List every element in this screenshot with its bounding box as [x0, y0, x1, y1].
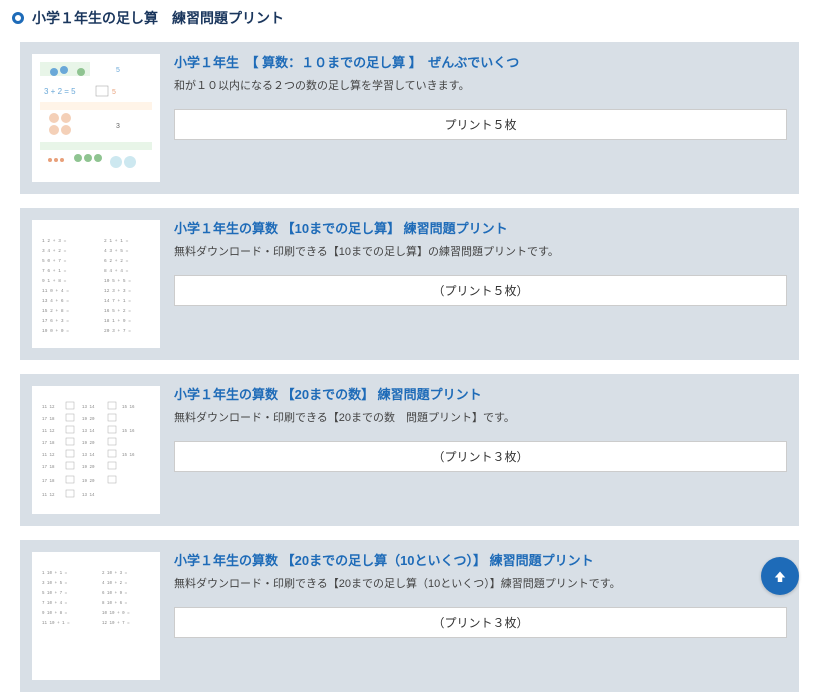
worksheet-thumbnail[interactable]: 1 2 + 3 = 2 1 + 1 = 3 4 + 2 = 4 3 + 5 = 5 … [32, 220, 160, 348]
print-button[interactable]: （プリント３枚） [174, 607, 787, 638]
svg-text:3 4 + 2 =: 3 4 + 2 = [42, 248, 67, 254]
svg-text:17 18: 17 18 [42, 480, 55, 484]
svg-text:11 0 + 4 =: 11 0 + 4 = [42, 288, 69, 294]
section-header: 小学１年生の足し算 練習問題プリント [0, 0, 819, 36]
svg-text:17 18: 17 18 [42, 442, 55, 446]
svg-text:7 6 + 1 =: 7 6 + 1 = [42, 268, 67, 274]
card-title[interactable]: 小学１年生の算数 【10までの足し算】 練習問題プリント [174, 220, 787, 238]
arrow-up-icon [771, 567, 789, 585]
card-body: 小学１年生の算数 【10までの足し算】 練習問題プリント 無料ダウンロード・印刷… [174, 220, 787, 348]
svg-text:13 14: 13 14 [82, 430, 95, 434]
svg-text:3: 3 [116, 123, 120, 130]
svg-text:15 16: 15 16 [122, 454, 135, 458]
svg-text:3 + 2 = 5: 3 + 2 = 5 [44, 87, 76, 96]
svg-text:13 4 + 6 =: 13 4 + 6 = [42, 298, 69, 304]
section-title: 小学１年生の足し算 練習問題プリント [32, 8, 284, 28]
svg-text:13 14: 13 14 [82, 454, 95, 458]
svg-text:11 12: 11 12 [42, 494, 55, 498]
card-description: 和が１０以内になる２つの数の足し算を学習していきます。 [174, 78, 787, 95]
card-description: 無料ダウンロード・印刷できる【20までの数 問題プリント】です。 [174, 410, 787, 427]
svg-text:5: 5 [116, 67, 120, 74]
svg-text:1 2 + 3 =: 1 2 + 3 = [42, 238, 67, 244]
svg-text:6 2 + 2 =: 6 2 + 2 = [104, 258, 129, 264]
card-body: 小学１年生 【 算数：１０までの足し算 】 ぜんぶでいくつ 和が１０以内になる２… [174, 54, 787, 182]
svg-text:13 14: 13 14 [82, 494, 95, 498]
worksheet-card: 1 2 + 3 = 2 1 + 1 = 3 4 + 2 = 4 3 + 5 = 5 … [20, 208, 799, 360]
worksheet-thumbnail[interactable]: 5 3 + 2 = 5 5 3 [32, 54, 160, 182]
svg-text:6 10 + 9 =: 6 10 + 9 = [102, 592, 128, 596]
svg-text:1 10 + 1 =: 1 10 + 1 = [42, 572, 68, 576]
card-title[interactable]: 小学１年生の算数 【20までの数】 練習問題プリント [174, 386, 787, 404]
print-button[interactable]: （プリント５枚） [174, 275, 787, 306]
svg-text:20 3 + 7 =: 20 3 + 7 = [104, 328, 131, 334]
svg-text:17 18: 17 18 [42, 418, 55, 422]
svg-text:8 10 + 6 =: 8 10 + 6 = [102, 602, 128, 606]
svg-text:2 1 + 1 =: 2 1 + 1 = [104, 238, 129, 244]
svg-text:9 1 + 8 =: 9 1 + 8 = [42, 278, 67, 284]
svg-text:10 10 + 0 =: 10 10 + 0 = [102, 612, 130, 616]
svg-text:9 10 + 8 =: 9 10 + 8 = [42, 612, 68, 616]
svg-text:19 20: 19 20 [82, 442, 95, 446]
svg-text:3 10 + 5 =: 3 10 + 5 = [42, 582, 68, 586]
svg-text:5: 5 [112, 89, 116, 96]
svg-text:2 10 + 3 =: 2 10 + 3 = [102, 572, 128, 576]
svg-text:17 18: 17 18 [42, 466, 55, 470]
svg-text:11 12: 11 12 [42, 406, 55, 410]
svg-text:19 0 + 0 =: 19 0 + 0 = [42, 328, 69, 334]
scroll-top-button[interactable] [761, 557, 799, 595]
svg-text:16 5 + 2 =: 16 5 + 2 = [104, 308, 131, 314]
svg-text:17 6 + 3 =: 17 6 + 3 = [42, 318, 69, 324]
svg-text:4 10 + 2 =: 4 10 + 2 = [102, 582, 128, 586]
svg-text:19 20: 19 20 [82, 480, 95, 484]
worksheet-card: 1 10 + 1 = 2 10 + 3 = 3 10 + 5 = 4 10 + 2 … [20, 540, 799, 692]
card-description: 無料ダウンロード・印刷できる【20までの足し算（10といくつ）】練習問題プリント… [174, 576, 787, 593]
card-body: 小学１年生の算数 【20までの数】 練習問題プリント 無料ダウンロード・印刷でき… [174, 386, 787, 514]
worksheet-card: 5 3 + 2 = 5 5 3 小学１年生 【 算数：１０までの足し算 】 ぜん… [20, 42, 799, 194]
worksheet-card: 11 12 13 14 15 16 17 18 19 20 11 12 13 14 15 … [20, 374, 799, 526]
card-body: 小学１年生の算数 【20までの足し算（10といくつ）】 練習問題プリント 無料ダ… [174, 552, 787, 680]
svg-text:12 3 + 3 =: 12 3 + 3 = [104, 288, 131, 294]
svg-text:14 7 + 1 =: 14 7 + 1 = [104, 298, 131, 304]
svg-text:10 5 + 5 =: 10 5 + 5 = [104, 278, 131, 284]
svg-text:8 4 + 4 =: 8 4 + 4 = [104, 268, 129, 274]
card-title[interactable]: 小学１年生の算数 【20までの足し算（10といくつ）】 練習問題プリント [174, 552, 787, 570]
svg-text:11 10 + 1 =: 11 10 + 1 = [42, 622, 70, 626]
svg-text:18 1 + 9 =: 18 1 + 9 = [104, 318, 131, 324]
svg-text:5 0 + 7 =: 5 0 + 7 = [42, 258, 67, 264]
svg-text:13 14: 13 14 [82, 406, 95, 410]
svg-text:12 10 + 7 =: 12 10 + 7 = [102, 622, 130, 626]
worksheet-thumbnail[interactable]: 11 12 13 14 15 16 17 18 19 20 11 12 13 14 15 … [32, 386, 160, 514]
svg-text:7 10 + 4 =: 7 10 + 4 = [42, 602, 68, 606]
card-description: 無料ダウンロード・印刷できる【10までの足し算】の練習問題プリントです。 [174, 244, 787, 261]
svg-text:11 12: 11 12 [42, 454, 55, 458]
svg-text:4 3 + 5 =: 4 3 + 5 = [104, 248, 129, 254]
svg-text:19 20: 19 20 [82, 466, 95, 470]
print-button[interactable]: プリント５枚 [174, 109, 787, 140]
svg-text:15 2 + 8 =: 15 2 + 8 = [42, 308, 69, 314]
svg-text:19 20: 19 20 [82, 418, 95, 422]
svg-text:5 10 + 7 =: 5 10 + 7 = [42, 592, 68, 596]
svg-text:15 16: 15 16 [122, 430, 135, 434]
bullet-icon [12, 12, 24, 24]
card-title[interactable]: 小学１年生 【 算数：１０までの足し算 】 ぜんぶでいくつ [174, 54, 787, 72]
print-button[interactable]: （プリント３枚） [174, 441, 787, 472]
svg-text:15 16: 15 16 [122, 406, 135, 410]
svg-text:11 12: 11 12 [42, 430, 55, 434]
worksheet-thumbnail[interactable]: 1 10 + 1 = 2 10 + 3 = 3 10 + 5 = 4 10 + 2 … [32, 552, 160, 680]
